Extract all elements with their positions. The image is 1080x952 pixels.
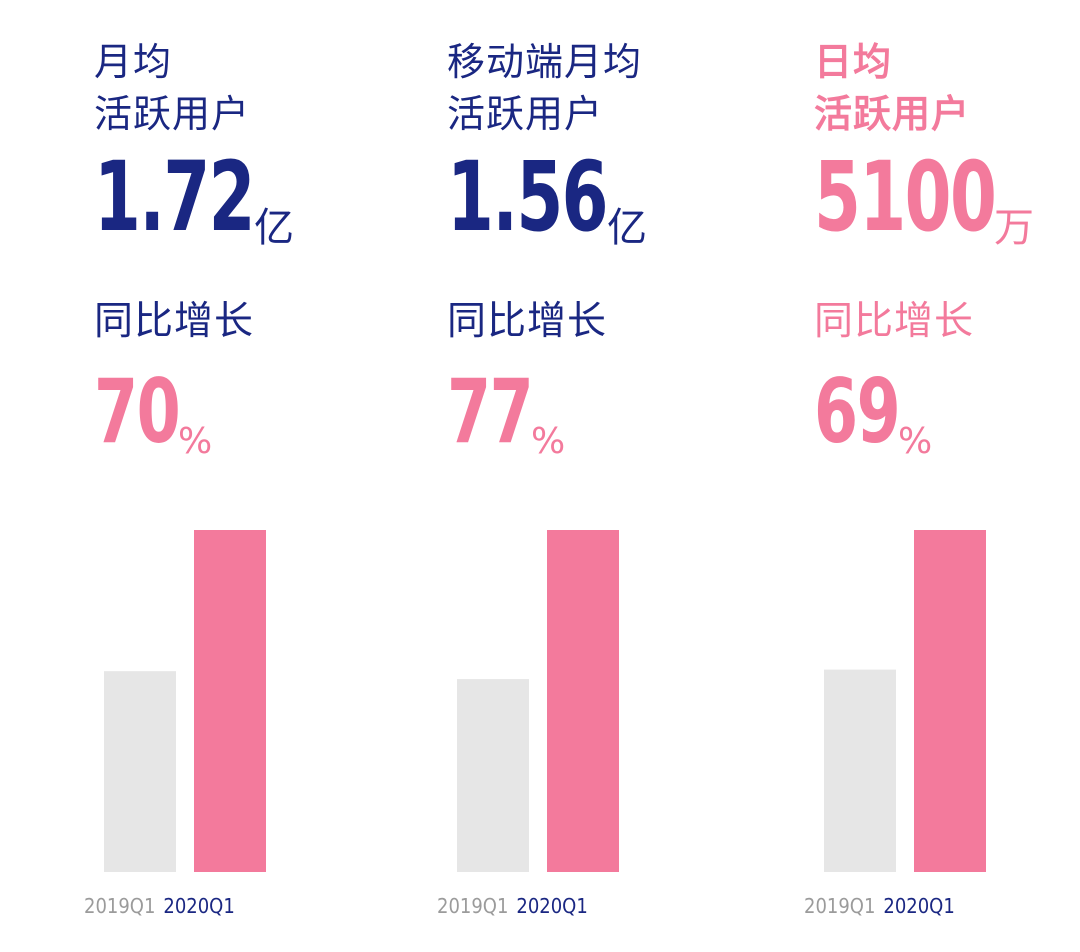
growth-label: 同比增长 (814, 299, 975, 344)
bar-chart (94, 520, 294, 872)
x-tick-label-2019q1: 2019Q1 (804, 894, 876, 918)
bar-chart-svg (104, 530, 266, 872)
x-tick-label-2020q1: 2020Q1 (516, 894, 588, 918)
growth-value-row: 70 % (94, 362, 212, 462)
title-line-2: 活跃用户 (447, 92, 604, 136)
headline-unit: 亿 (607, 205, 647, 251)
x-tick-label-2019q1: 2019Q1 (84, 894, 156, 918)
growth-value: 77 (447, 360, 534, 463)
growth-unit: % (531, 421, 566, 462)
title-line-2: 活跃用户 (814, 92, 971, 136)
growth-label: 同比增长 (94, 299, 255, 344)
growth-unit: % (898, 421, 933, 462)
headline-value-row: 1.56 亿 (447, 142, 652, 262)
panel-mau: 月均 活跃用户 1.72 亿 同比增长 70 % 2019Q1 2020Q1 (84, 0, 434, 952)
bar-chart-svg (457, 530, 619, 872)
growth-value-row: 69 % (814, 362, 932, 462)
x-tick-label-2019q1: 2019Q1 (437, 894, 509, 918)
x-tick-label-2020q1: 2020Q1 (883, 894, 955, 918)
title-line-2: 活跃用户 (94, 92, 251, 136)
bar-2020q1 (194, 530, 266, 872)
growth-value: 70 (94, 360, 181, 463)
panel-title: 月均 活跃用户 (94, 36, 250, 140)
growth-value-row: 77 % (447, 362, 565, 462)
bar-2019q1 (824, 669, 896, 872)
x-axis-labels: 2019Q1 2020Q1 (84, 892, 243, 920)
growth-label: 同比增长 (447, 299, 608, 344)
headline-value-row: 5100 万 (814, 142, 1046, 262)
growth-value: 69 (814, 360, 901, 463)
headline-unit: 亿 (254, 205, 294, 251)
title-line-1: 移动端月均 (447, 40, 643, 84)
bar-2019q1 (104, 671, 176, 872)
headline-value-row: 1.72 亿 (94, 142, 299, 262)
bar-chart-svg (824, 530, 986, 872)
panel-dau: 日均 活跃用户 5100 万 同比增长 69 % 2019Q1 2020Q1 (804, 0, 1080, 952)
bar-chart (814, 520, 1014, 872)
x-axis-labels: 2019Q1 2020Q1 (437, 892, 596, 920)
title-line-1: 日均 (814, 40, 893, 84)
bar-chart (447, 520, 647, 872)
headline-value: 5100 (814, 141, 997, 253)
bar-2020q1 (914, 530, 986, 872)
panel-mobile-mau: 移动端月均 活跃用户 1.56 亿 同比增长 77 % 2019Q1 2020Q1 (437, 0, 787, 952)
panel-title: 移动端月均 活跃用户 (447, 36, 642, 140)
x-axis-labels: 2019Q1 2020Q1 (804, 892, 963, 920)
growth-unit: % (178, 421, 213, 462)
bar-2019q1 (457, 679, 529, 872)
headline-unit: 万 (994, 205, 1034, 251)
headline-value: 1.56 (447, 141, 609, 253)
bar-2020q1 (547, 530, 619, 872)
panel-title: 日均 活跃用户 (814, 36, 970, 140)
x-tick-label-2020q1: 2020Q1 (163, 894, 235, 918)
headline-value: 1.72 (94, 141, 256, 253)
title-line-1: 月均 (94, 40, 173, 84)
